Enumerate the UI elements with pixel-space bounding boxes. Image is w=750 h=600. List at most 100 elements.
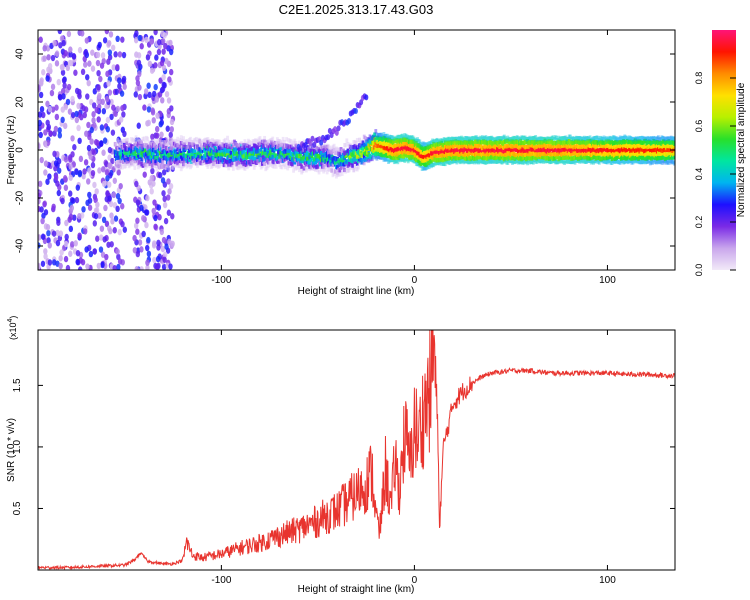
noise-speckle [75,258,80,266]
ridge-cell [155,158,159,164]
ridge-cell [362,154,366,159]
noise-speckle [42,45,47,52]
ridge-cell [187,148,191,154]
ridge-cell [280,142,284,148]
ridge-cell [501,159,505,164]
ridge-cell [158,158,162,163]
noise-speckle [70,151,75,158]
ridge-cell [672,160,675,165]
noise-speckle [120,36,125,43]
noise-speckle [133,91,138,98]
ridge-cell [258,162,262,167]
noise-speckle [84,130,89,137]
ridge-cell [418,139,422,144]
ridge-cell [480,159,484,165]
noise-speckle [154,132,160,139]
ridge-cell [125,137,129,143]
ridge-cell [492,159,496,164]
ridge-cell [610,160,614,165]
ridge-cell [390,157,394,163]
ridge-cell [387,141,390,147]
noise-speckle [58,42,63,49]
noise-speckle [108,200,114,208]
ridge-cell [588,158,592,163]
ridge-cell [573,160,577,165]
ridge-cell [580,159,584,164]
ridge-cell [233,147,236,152]
ridge-cell [155,167,159,172]
ridge-cell [216,139,220,144]
ridge-cell [215,162,219,167]
ridge-cell [282,149,286,155]
ridge-cell [333,147,337,152]
ridge-cell [631,136,635,142]
noise-speckle [144,221,149,229]
noise-speckle [119,90,125,97]
noise-speckle [53,125,59,133]
ridge-cell [440,161,444,166]
noise-speckle [68,156,73,163]
ridge-cell [406,135,410,140]
ridge-cell [187,141,191,147]
ridge-cell [611,135,615,140]
noise-speckle [105,175,110,182]
ridge-cell [279,139,283,145]
ridge-cell [412,139,416,144]
ridge-cell [198,137,202,143]
ridge-cell [601,159,605,164]
ridge-cell [274,140,278,146]
ridge-cell [215,139,219,144]
ridge-cell [306,148,309,154]
noise-speckle [73,240,78,247]
ridge-cell [179,166,183,172]
ridge-cell [622,152,626,157]
ridge-cell [661,158,665,163]
noise-speckle [166,97,172,104]
noise-speckle [73,69,78,76]
ridge-cell [377,133,381,138]
ridge-cell [411,158,415,163]
ridge-cell [275,156,279,161]
ridge-cell [407,135,411,140]
ridge-cell [553,135,557,140]
ridge-cell [472,136,476,141]
noise-speckle [88,250,94,258]
ridge-cell [224,163,228,168]
noise-speckle [170,165,175,172]
ridge-cell [218,159,221,164]
ridge-cell [446,159,450,165]
ridge-cell [513,159,517,165]
spectrogram-x-ticks: -100 0 100 [211,30,616,286]
noise-speckle [141,215,146,222]
ridge-cell [414,161,418,166]
ridge-cell [223,137,227,143]
noise-speckle [154,125,160,133]
ridge-cell [401,133,404,139]
noise-speckle [51,259,57,266]
ridge-cell [666,160,670,165]
ridge-cell [179,151,183,156]
noise-speckle [110,44,116,51]
ridge-cell [154,163,158,169]
ridge-cell [325,169,329,175]
ridge-cell [191,156,195,161]
ridge-cell [629,135,633,141]
ridge-cell [534,159,538,164]
ridge-cell [302,139,306,145]
snr-x-ticks: -100 0 100 [211,330,616,586]
ridge-cell [324,165,328,170]
noise-speckle [55,239,61,247]
ridge-cell [167,163,170,169]
noise-speckle [153,83,158,91]
ridge-cell [662,154,666,159]
noise-speckle [134,180,139,188]
ridge-cell [269,162,272,168]
noise-speckle [83,159,89,166]
ridge-cell [321,146,324,151]
ridge-cell [535,137,539,143]
ridge-cell [164,141,168,146]
ridge-cell [665,136,668,141]
ridge-cell [533,135,536,141]
ridge-cell [441,157,445,163]
ridge-cell [464,135,468,141]
